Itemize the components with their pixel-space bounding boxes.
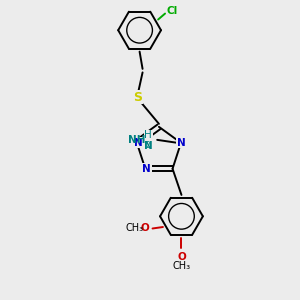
Text: Cl: Cl [167,6,178,16]
Text: N: N [177,138,185,148]
Text: O: O [177,252,186,262]
Text: O: O [140,224,149,233]
Text: H: H [144,130,152,140]
Text: S: S [134,91,142,103]
Text: N: N [142,164,151,174]
Text: CH₃: CH₃ [172,261,190,271]
Text: N: N [134,138,143,148]
Text: CH₃: CH₃ [125,224,143,233]
Text: 2: 2 [146,141,151,150]
Text: NH: NH [128,135,145,145]
Text: N: N [144,141,153,151]
